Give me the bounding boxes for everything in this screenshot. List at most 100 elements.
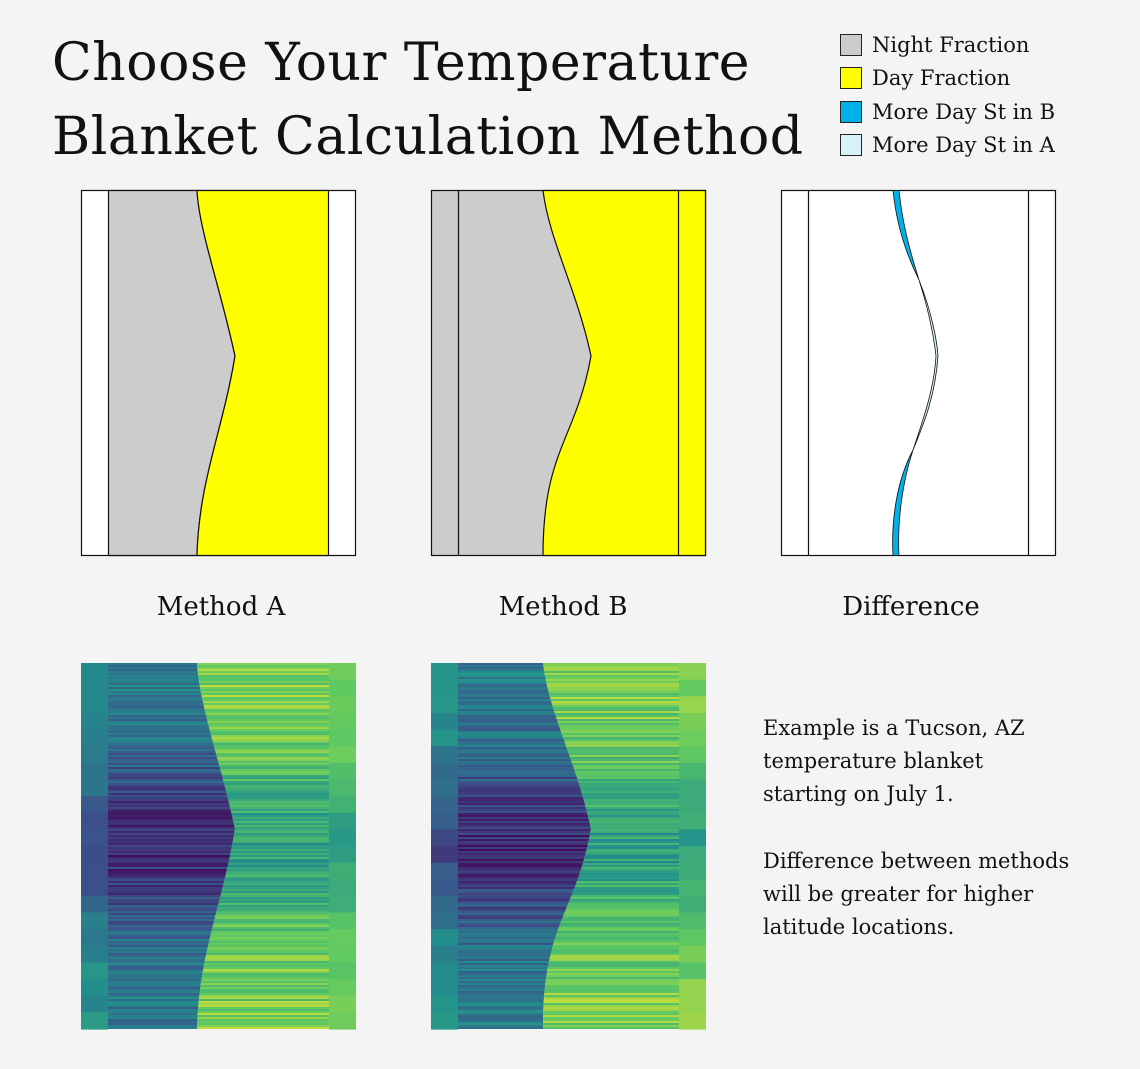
day-stripe	[197, 839, 329, 842]
left-border-cell	[431, 762, 458, 781]
day-stripe	[543, 979, 679, 982]
day-stripe	[197, 723, 329, 726]
day-stripe	[543, 925, 679, 928]
day-stripe	[197, 775, 329, 778]
day-stripe	[197, 731, 329, 734]
night-stripe	[108, 783, 235, 786]
right-border-cell	[329, 746, 356, 764]
day-stripe	[543, 839, 679, 842]
day-stripe	[543, 665, 679, 668]
night-stripe	[108, 941, 235, 944]
night-stripe	[108, 897, 235, 900]
day-stripe	[543, 699, 679, 702]
night-stripe	[458, 949, 591, 952]
day-stripe	[543, 997, 679, 1000]
day-stripe	[543, 683, 679, 686]
night-stripe	[108, 833, 235, 836]
day-stripe	[197, 1019, 329, 1022]
day-stripe	[543, 987, 679, 990]
left-border-cell	[81, 912, 108, 930]
night-stripe	[458, 693, 591, 696]
night-stripe	[458, 783, 591, 786]
left-border-cell	[431, 945, 458, 964]
night-stripe	[458, 825, 591, 828]
day-stripe	[197, 1015, 329, 1018]
left-border-cell	[431, 862, 458, 880]
night-stripe	[458, 1017, 591, 1020]
day-stripe	[543, 861, 679, 864]
day-stripe	[197, 819, 329, 822]
day-stripe	[543, 995, 679, 998]
night-stripe	[108, 851, 235, 854]
day-stripe	[197, 897, 329, 900]
night-stripe	[458, 881, 591, 884]
night-stripe	[458, 699, 591, 702]
day-stripe	[543, 845, 679, 848]
right-border-cell	[679, 679, 706, 697]
night-stripe	[458, 931, 591, 934]
day-stripe	[197, 855, 329, 858]
night-stripe	[458, 721, 591, 724]
night-stripe	[108, 895, 235, 898]
day-stripe	[197, 671, 329, 674]
left-border-cell	[431, 729, 458, 747]
day-stripe	[543, 863, 679, 866]
day-stripe	[197, 673, 329, 676]
day-stripe	[197, 1003, 329, 1006]
night-stripe	[458, 885, 591, 888]
difference-more-b-top	[892, 190, 920, 281]
right-border-cell	[679, 962, 706, 980]
night-stripe	[458, 833, 591, 836]
day-stripe	[543, 751, 679, 754]
day-stripe	[543, 769, 679, 772]
night-stripe	[108, 691, 235, 694]
day-stripe	[543, 971, 679, 974]
night-stripe	[108, 797, 235, 800]
night-stripe	[458, 707, 591, 710]
night-stripe	[458, 1019, 591, 1022]
night-stripe	[108, 723, 235, 726]
night-stripe	[458, 891, 591, 894]
night-stripe	[108, 1017, 235, 1020]
night-stripe	[458, 669, 591, 672]
night-stripe	[108, 853, 235, 856]
night-stripe	[108, 667, 235, 670]
night-stripe	[108, 863, 235, 866]
night-stripe	[458, 995, 591, 998]
night-stripe	[108, 903, 235, 906]
night-stripe	[458, 875, 591, 878]
day-stripe	[197, 751, 329, 754]
day-stripe	[197, 975, 329, 978]
day-stripe	[543, 897, 679, 900]
legend: Night Fraction Day Fraction More Day St …	[840, 28, 1055, 162]
left-border-cell	[431, 696, 458, 714]
day-stripe	[543, 847, 679, 850]
night-stripe	[458, 793, 591, 796]
right-border-cell	[679, 696, 706, 714]
night-stripe	[458, 817, 591, 820]
night-stripe	[458, 921, 591, 924]
night-stripe	[108, 859, 235, 862]
night-stripe	[108, 921, 235, 924]
day-stripe	[543, 1001, 679, 1004]
night-stripe	[108, 929, 235, 932]
day-stripe	[543, 935, 679, 938]
day-stripe	[543, 799, 679, 802]
night-stripe	[458, 781, 591, 784]
night-stripe	[108, 849, 235, 852]
day-stripe	[197, 933, 329, 936]
day-stripe	[543, 761, 679, 764]
night-stripe	[458, 973, 591, 976]
day-stripe	[197, 747, 329, 750]
day-stripe	[543, 719, 679, 722]
night-stripe	[458, 945, 591, 948]
night-stripe	[108, 937, 235, 940]
night-stripe	[458, 679, 591, 682]
day-stripe	[543, 691, 679, 694]
right-border-cell	[329, 929, 356, 947]
right-border-cell	[329, 729, 356, 747]
right-border-cell	[329, 995, 356, 1013]
night-stripe	[108, 967, 235, 970]
day-stripe	[543, 873, 679, 876]
day-stripe	[197, 1023, 329, 1026]
